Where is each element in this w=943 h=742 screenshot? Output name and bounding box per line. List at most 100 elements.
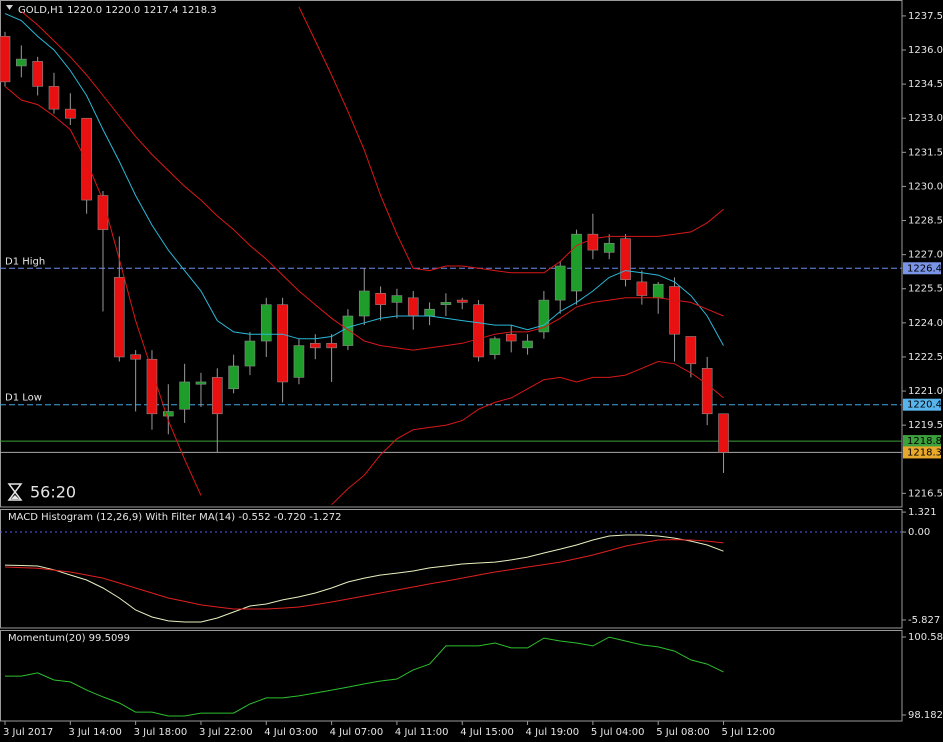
y-tick-label: 1230.0 xyxy=(908,181,943,192)
candle-body xyxy=(309,343,321,349)
candle-body xyxy=(718,413,729,453)
y-tick-label: 1224.0 xyxy=(908,318,943,329)
countdown-timer: 56:20 xyxy=(30,483,76,502)
price-box-label: 1218.8 xyxy=(907,436,942,447)
candle-body xyxy=(179,381,190,410)
candle-body xyxy=(0,36,11,83)
y-tick-label: 1225.5 xyxy=(908,284,943,295)
candle-body xyxy=(505,333,517,342)
x-tick-label: 5 Jul 04:00 xyxy=(591,727,645,738)
panel-border xyxy=(0,509,903,629)
y-tick-label: 1227.0 xyxy=(908,250,943,261)
candle-body xyxy=(554,265,566,301)
panel-border xyxy=(0,630,903,722)
candle-body xyxy=(489,338,501,355)
line-series xyxy=(298,6,724,274)
y-tick-label: 100.584 xyxy=(908,632,943,643)
candle-body xyxy=(342,315,354,346)
price-box-label: 1226.4 xyxy=(907,263,942,274)
y-tick-label: 98.1823 xyxy=(908,710,943,721)
y-tick-label: -5.827 xyxy=(908,615,940,626)
x-tick-label: 4 Jul 11:00 xyxy=(395,727,449,738)
candle-body xyxy=(603,242,615,253)
y-tick-label: 1219.5 xyxy=(908,420,943,431)
symbol-icon xyxy=(6,5,13,10)
x-tick-label: 5 Jul 12:00 xyxy=(722,727,776,738)
x-tick-label: 3 Jul 2017 xyxy=(3,727,53,738)
candle-body xyxy=(16,58,27,67)
candle-body xyxy=(473,304,484,358)
candle-body xyxy=(146,358,158,415)
candle-body xyxy=(277,304,288,383)
x-tick-label: 5 Jul 08:00 xyxy=(656,727,710,738)
candle-body xyxy=(522,340,533,349)
candle-body xyxy=(260,304,272,342)
line-series xyxy=(4,534,724,623)
y-tick-label: 1233.0 xyxy=(908,113,943,124)
candle-body xyxy=(228,365,239,390)
x-tick-label: 3 Jul 18:00 xyxy=(134,727,188,738)
candle-body xyxy=(97,195,109,230)
indicator-title: Momentum(20) 99.5099 xyxy=(8,633,130,644)
candle-body xyxy=(424,308,435,317)
price-box-label: 1218.3 xyxy=(907,447,942,458)
price-box xyxy=(903,446,941,459)
plot-area xyxy=(5,636,724,717)
chart-title: GOLD,H1 1220.0 1220.0 1217.4 1218.3 xyxy=(18,5,217,16)
y-tick-label: 0.00 xyxy=(908,527,930,538)
candle-body xyxy=(440,302,452,305)
y-tick-label: 1237.5 xyxy=(908,11,943,22)
x-tick-label: 4 Jul 19:00 xyxy=(526,727,580,738)
indicator-title: MACD Histogram (12,26,9) With Filter MA(… xyxy=(8,512,341,523)
y-tick-label: 1.321 xyxy=(908,507,937,518)
x-tick-label: 3 Jul 22:00 xyxy=(199,727,253,738)
line-series xyxy=(4,86,202,496)
candle-body xyxy=(652,283,664,299)
line-series xyxy=(5,636,724,717)
y-tick-label: 1222.5 xyxy=(908,352,943,363)
candle-body xyxy=(407,297,419,317)
panel-border xyxy=(0,0,903,508)
line-series xyxy=(20,11,724,351)
candle-body xyxy=(293,345,305,378)
candle-body xyxy=(114,277,125,358)
y-tick-label: 1236.0 xyxy=(908,45,943,56)
candle-body xyxy=(571,233,582,292)
hourglass-icon xyxy=(7,483,23,501)
price-box xyxy=(903,435,941,448)
candle-body xyxy=(538,299,550,333)
y-tick-label: 1216.5 xyxy=(908,488,943,499)
candle-body xyxy=(32,61,43,87)
candle-body xyxy=(211,377,223,415)
candle-body xyxy=(326,343,337,349)
price-box xyxy=(903,262,941,275)
plot-area xyxy=(0,531,902,623)
level-label: D1 Low xyxy=(5,393,42,404)
candle-body xyxy=(65,108,76,119)
candle-body xyxy=(669,286,680,335)
candle-body xyxy=(587,233,599,251)
candle-body xyxy=(375,292,386,305)
x-tick-label: 4 Jul 07:00 xyxy=(330,727,384,738)
candle-body xyxy=(358,290,370,317)
candle-body xyxy=(636,281,648,296)
line-series xyxy=(4,539,724,610)
candle-body xyxy=(163,411,174,417)
candle-body xyxy=(195,381,207,385)
x-tick-label: 4 Jul 03:00 xyxy=(264,727,318,738)
candle-body xyxy=(130,354,141,360)
candle-body xyxy=(701,368,713,415)
candle-body xyxy=(244,340,256,367)
y-tick-label: 1234.5 xyxy=(908,79,943,90)
x-tick-label: 3 Jul 14:00 xyxy=(68,727,122,738)
candle-body xyxy=(685,336,697,365)
y-tick-label: 1231.5 xyxy=(908,147,943,158)
x-tick-label: 4 Jul 15:00 xyxy=(460,727,514,738)
candle-body xyxy=(48,86,60,110)
price-box xyxy=(903,398,941,411)
plot-area: D1 High D1 Low xyxy=(0,6,902,506)
candle-body xyxy=(81,117,92,201)
level-label: D1 High xyxy=(5,256,45,267)
y-tick-label: 1221.0 xyxy=(908,386,943,397)
